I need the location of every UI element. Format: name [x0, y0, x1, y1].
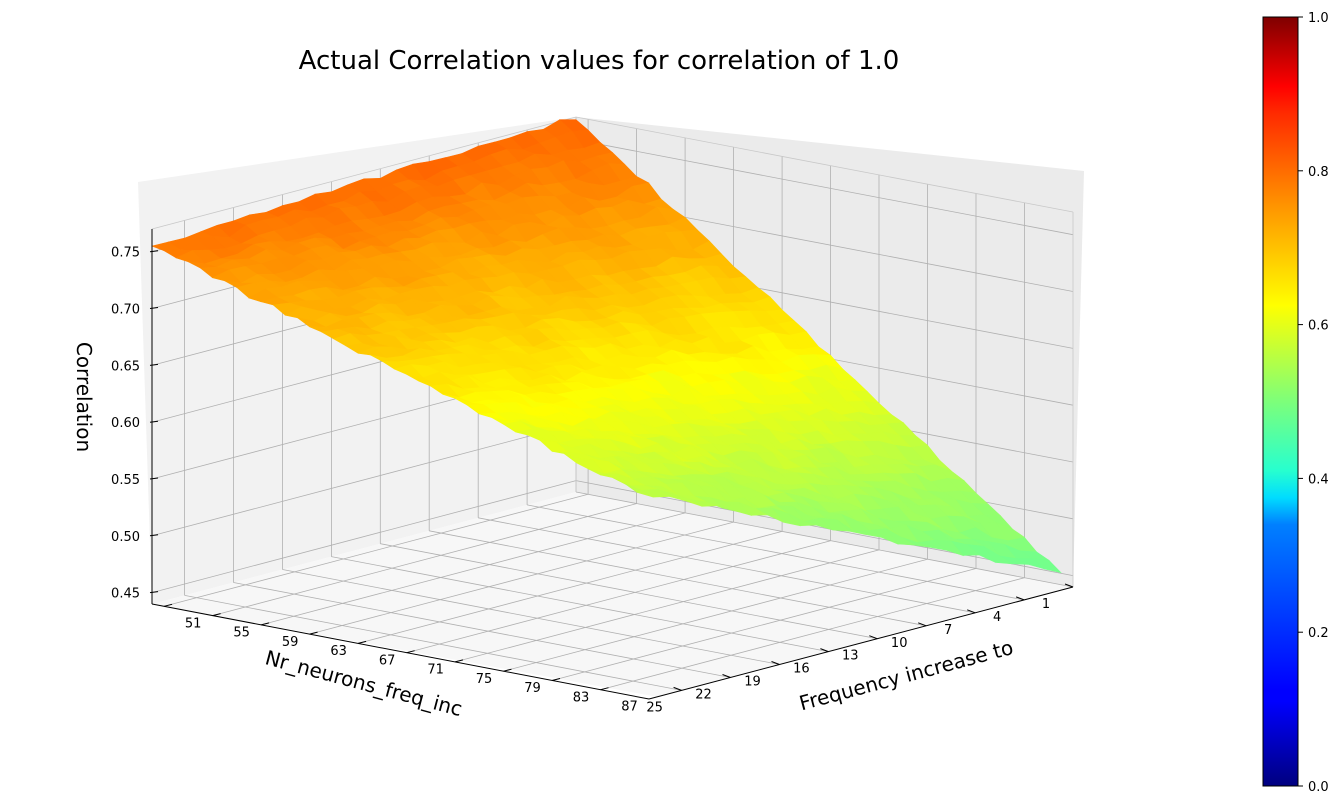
grid-line-y-floor	[551, 568, 977, 681]
x-tick-label: 19	[744, 675, 761, 690]
y-tick-label: 71	[427, 663, 444, 678]
y-tick-mark	[357, 640, 367, 644]
grid-line-y-floor	[503, 558, 928, 672]
z-tick-mark	[149, 250, 159, 253]
x-tick-mark	[820, 648, 829, 653]
x-tick-label: 16	[793, 662, 810, 677]
y-tick-mark	[212, 613, 221, 617]
x-tick-mark	[771, 661, 780, 665]
y-tick-label: 55	[233, 626, 250, 641]
x-tick-label: 7	[944, 623, 952, 638]
x-tick-label: 22	[695, 688, 712, 703]
y-tick-mark	[406, 650, 415, 654]
colorbar-ticks: 0.0 0.2 0.4 0.6 0.8 1.0	[1298, 11, 1329, 795]
x-axis-label: Nr_neurons_freq_inc	[263, 645, 465, 721]
x-tick-mark	[918, 622, 927, 627]
colorbar-tick-label: 0.2	[1308, 626, 1329, 641]
grid-line-x-floor	[478, 517, 976, 614]
grid-line-y-floor	[454, 549, 880, 663]
grid-line-y-floor	[600, 577, 1025, 691]
y-tick-mark	[163, 603, 173, 607]
colorbar-tick-label: 0.0	[1308, 780, 1329, 795]
grid-line-y-floor	[212, 503, 637, 616]
x-tick-label: 1	[1042, 597, 1050, 612]
grid-line-z-right	[575, 139, 1074, 236]
grid-line-x-floor	[380, 543, 878, 640]
grid-line-y-floor	[406, 540, 831, 654]
grid-line-y-floor	[357, 531, 783, 644]
x-tick-mark	[869, 635, 878, 640]
y-tick-label: 59	[282, 635, 299, 650]
pane-edge	[575, 116, 1074, 213]
grid-line-x-floor	[527, 504, 1025, 601]
grid-line-x-floor	[184, 595, 682, 691]
y-tick-mark	[454, 659, 464, 663]
z-tick-label: 0.70	[111, 303, 140, 318]
grid-line-z-left	[151, 423, 577, 537]
y-tick-label: 87	[621, 700, 638, 715]
grid-line-y-floor	[260, 512, 686, 626]
grid-line-x-floor	[233, 582, 731, 678]
z-axis-label: Correlation	[72, 342, 96, 452]
grid-line-x-floor	[429, 530, 927, 627]
grid-line-y-floor	[163, 493, 589, 607]
y-tick-label: 63	[330, 644, 347, 659]
x-tick-label: 4	[993, 610, 1001, 625]
x-tick-label: 13	[842, 649, 859, 664]
y-tick-label: 79	[524, 681, 541, 696]
z-tick-label: 0.45	[111, 587, 140, 602]
z-tick-mark	[149, 477, 159, 480]
x-tick-mark	[673, 686, 682, 691]
colorbar-tick-label: 0.8	[1308, 165, 1329, 180]
z-tick-mark	[149, 420, 159, 423]
y-tick-mark	[600, 687, 609, 691]
x-tick-mark	[1015, 596, 1025, 601]
z-tick-mark	[149, 307, 159, 309]
pane-edge	[151, 116, 577, 230]
grid-line-y-floor	[309, 521, 734, 635]
z-tick-mark	[149, 534, 159, 537]
grid-line-x-floor	[282, 569, 780, 665]
y-tick-label: 67	[379, 653, 396, 668]
colorbar	[1262, 16, 1299, 787]
colorbar-tick-label: 0.4	[1308, 472, 1329, 487]
z-tick-label: 0.55	[111, 473, 140, 488]
z-tick-label: 0.60	[111, 416, 140, 431]
surface-plot	[151, 119, 1062, 574]
z-tick-mark	[149, 363, 159, 366]
y-tick-mark	[309, 631, 318, 635]
grid-line-x-floor	[575, 491, 1074, 588]
chart-title: Actual Correlation values for correlatio…	[299, 46, 900, 76]
x-tick-mark	[1064, 583, 1074, 588]
x-tick-mark	[967, 609, 976, 614]
y-tick-mark	[551, 678, 561, 681]
x-tick-label: 10	[891, 636, 908, 651]
y-axis-line	[648, 586, 1074, 700]
grid-line-z-left	[151, 480, 577, 593]
y-tick-mark	[260, 622, 270, 626]
y-tick-mark	[503, 668, 512, 672]
x-axis-line	[151, 603, 650, 700]
colorbar-tick-label: 0.6	[1308, 319, 1329, 334]
colorbar-tick-label: 1.0	[1308, 11, 1329, 26]
x-tick-mark	[722, 674, 731, 678]
y-tick-label: 75	[476, 672, 493, 687]
y-tick-label: 51	[185, 616, 202, 631]
z-tick-label: 0.65	[111, 359, 140, 374]
y-tick-label: 83	[573, 691, 590, 706]
z-tick-label: 0.75	[111, 246, 140, 261]
grid-line-x-floor	[331, 556, 829, 652]
z-tick-label: 0.50	[111, 530, 140, 545]
surface-patch	[624, 483, 654, 498]
x-tick-label: 25	[646, 700, 663, 715]
z-tick-mark	[149, 591, 159, 594]
axis-ticks: 0.45 0.50 0.55 0.60 0.65 0.70 0.75 25 22 19 16 13 10…	[111, 229, 1074, 715]
